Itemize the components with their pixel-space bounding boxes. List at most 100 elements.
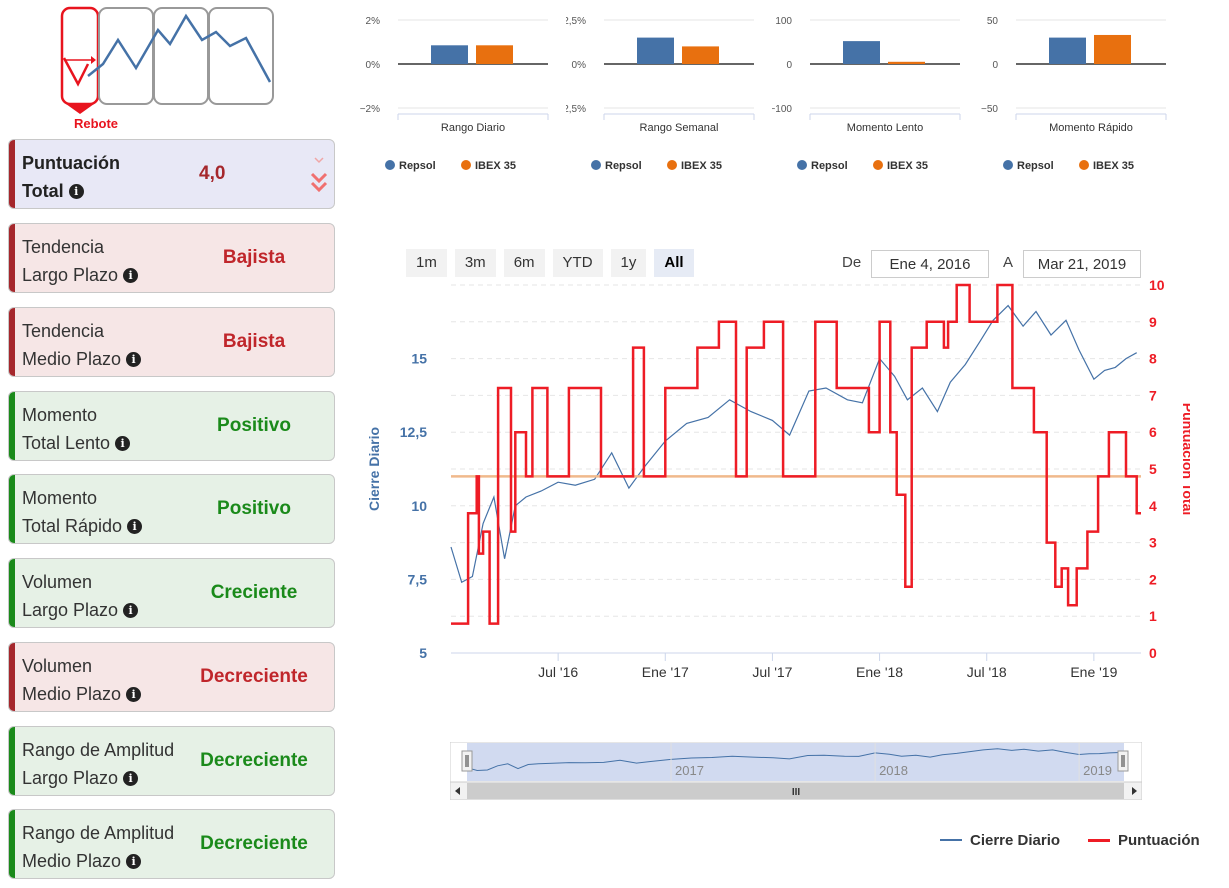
card-label-line1: Tendencia — [22, 237, 105, 257]
indicator-value: Creciente — [210, 582, 298, 603]
card-label-line2-row: Medio Plazo i — [22, 847, 142, 875]
y-left-tick-label: 12,5 — [400, 424, 427, 440]
date-from-input[interactable] — [871, 250, 989, 278]
info-icon[interactable]: i — [126, 853, 142, 869]
scroll-right-arrow-icon[interactable] — [1132, 787, 1137, 795]
legend-label-ibex[interactable]: IBEX 35 — [1093, 160, 1134, 172]
card-label-line2-row: Total Rápido i — [22, 512, 143, 540]
bar-repsol[interactable] — [431, 45, 468, 64]
logo-arrow-head — [91, 56, 96, 64]
indicator-card[interactable]: Momento Total Lento i Positivo — [8, 391, 335, 461]
info-icon[interactable]: i — [126, 686, 142, 702]
legend-marker — [797, 160, 807, 170]
legend-marker — [873, 160, 883, 170]
y-left-tick-label: 15 — [411, 351, 427, 367]
legend-label-repsol[interactable]: Repsol — [605, 160, 642, 172]
mini-chart-fast-momentum: 50 0 −50 Momento Rápido Repsol IBEX 35 — [981, 16, 1167, 172]
info-icon[interactable]: i — [123, 267, 139, 283]
series-score-step-line[interactable] — [451, 283, 1141, 625]
legend-score-label: Puntuación — [1118, 831, 1200, 849]
legend-item-score[interactable]: Puntuación — [1088, 828, 1200, 852]
y-right-tick-label: 10 — [1149, 280, 1165, 293]
bar-ibex[interactable] — [682, 46, 719, 64]
legend-label-repsol[interactable]: Repsol — [811, 160, 848, 172]
bar-ibex[interactable] — [888, 61, 925, 64]
legend-label-repsol[interactable]: Repsol — [1017, 160, 1054, 172]
info-icon[interactable]: i — [68, 183, 84, 199]
y-right-tick-label: 4 — [1149, 498, 1157, 514]
indicator-card[interactable]: Momento Total Rápido i Positivo — [8, 474, 335, 544]
indicator-card[interactable]: Volumen Largo Plazo i Creciente — [8, 558, 335, 628]
chart-navigator[interactable]: 2017 2018 2019 III — [450, 742, 1142, 800]
bar-repsol[interactable] — [637, 37, 674, 64]
range-button-ytd[interactable]: YTD — [552, 249, 603, 277]
navigator-selected-range[interactable] — [467, 743, 1124, 781]
date-to-input[interactable] — [1023, 250, 1141, 278]
y-right-tick-label: 7 — [1149, 387, 1157, 403]
range-button-1y[interactable]: 1y — [610, 249, 647, 277]
x-tick-label: Jul '16 — [538, 664, 578, 680]
total-score-card[interactable]: Puntuación Total i 4,0 — [8, 139, 335, 209]
indicator-card[interactable]: Tendencia Largo Plazo i Bajista — [8, 223, 335, 293]
card-label-line2: Medio Plazo — [22, 684, 122, 704]
navigator-series-line — [466, 748, 1120, 772]
info-icon[interactable]: i — [123, 770, 139, 786]
scrollbar-thumb[interactable] — [467, 783, 1124, 799]
mini-chart-title: Momento Rápido — [1049, 122, 1133, 134]
navigator-year-label: 2019 — [1083, 763, 1112, 778]
info-icon[interactable]: i — [115, 435, 131, 451]
card-status-bar — [9, 559, 15, 627]
bar-ibex[interactable] — [476, 45, 513, 64]
legend-close-label: Cierre Diario — [970, 831, 1061, 849]
range-button-1m[interactable]: 1m — [406, 249, 447, 277]
mini-chart-daily-range: 2% 0% −2% Rango Diario Repsol IBEX 35 — [360, 16, 549, 172]
series-close-line[interactable] — [450, 304, 1137, 584]
legend-label-ibex[interactable]: IBEX 35 — [887, 160, 928, 172]
indicator-value: Bajista — [222, 247, 286, 268]
card-status-bar — [9, 392, 15, 460]
main-price-score-chart[interactable]: 0 1 2 3 4 5 6 7 8 9 10 5 7,5 10 12,5 15 Jul '16 Ene '17 Ju… — [360, 280, 1190, 680]
range-button-3m[interactable]: 3m — [454, 249, 496, 277]
card-label-line1: Tendencia — [22, 321, 105, 341]
range-button-6m[interactable]: 6m — [503, 249, 545, 277]
indicator-value: Positivo — [217, 498, 291, 519]
navigator-right-handle[interactable] — [1117, 750, 1129, 772]
indicator-card[interactable]: Tendencia Medio Plazo i Bajista — [8, 307, 335, 377]
x-tick-label: Ene '18 — [856, 664, 903, 680]
card-status-bar — [9, 810, 15, 878]
indicator-card[interactable]: Rango de Amplitud Medio Plazo i Decreciente — [8, 809, 335, 879]
mini-chart-title: Momento Lento — [847, 122, 923, 134]
logo-rebound-line — [62, 57, 90, 87]
legend-label-ibex[interactable]: IBEX 35 — [475, 160, 516, 172]
info-icon[interactable]: i — [123, 602, 139, 618]
logo-frame — [208, 7, 274, 105]
card-label-line1: Puntuación — [22, 153, 120, 173]
x-tick-label: Jul '18 — [967, 664, 1007, 680]
navigator-left-handle[interactable] — [461, 750, 473, 772]
indicator-card[interactable]: Volumen Medio Plazo i Decreciente — [8, 642, 335, 712]
card-label: Puntuación Total i — [22, 149, 120, 205]
y-tick-label: 0% — [366, 60, 381, 71]
scroll-left-arrow-icon[interactable] — [455, 787, 460, 795]
double-chevron-down-icon[interactable] — [310, 154, 328, 196]
legend-label-ibex[interactable]: IBEX 35 — [681, 160, 722, 172]
info-icon[interactable]: i — [127, 518, 143, 534]
card-status-bar — [9, 727, 15, 795]
bar-repsol[interactable] — [843, 41, 880, 64]
bar-ibex[interactable] — [1094, 34, 1131, 64]
mini-chart-slow-momentum: 100 0 −100 Momento Lento Repsol IBEX 35 — [772, 16, 961, 172]
legend-item-close[interactable]: Cierre Diario — [940, 828, 1060, 852]
bar-repsol[interactable] — [1049, 37, 1086, 64]
indicator-card[interactable]: Rango de Amplitud Largo Plazo i Decreciente — [8, 726, 335, 796]
legend-label-repsol[interactable]: Repsol — [399, 160, 436, 172]
y-tick-label: −2% — [360, 104, 380, 115]
card-label-line2: Total Rápido — [22, 516, 123, 536]
info-icon[interactable]: i — [126, 351, 142, 367]
card-label: Momento Total Lento i — [22, 401, 131, 457]
legend-marker — [667, 160, 677, 170]
indicator-value: Decreciente — [200, 666, 308, 687]
navigator-year-label: 2018 — [879, 763, 908, 778]
scrollbar-grip-icon: III — [792, 787, 801, 798]
range-button-all[interactable]: All — [654, 249, 694, 277]
y-left-tick-label: 5 — [419, 645, 427, 661]
